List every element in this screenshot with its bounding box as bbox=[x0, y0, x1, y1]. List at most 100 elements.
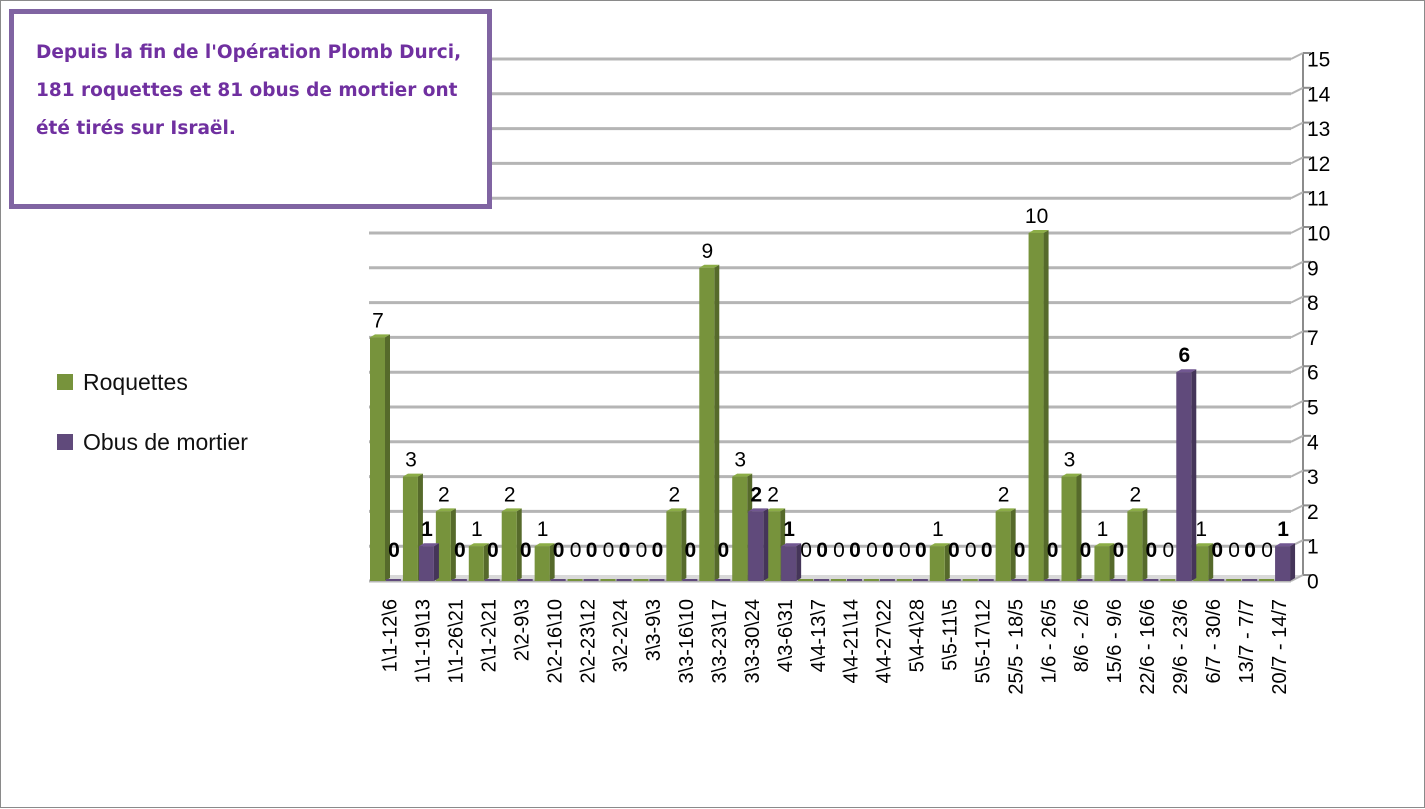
bar-side bbox=[450, 508, 456, 581]
bar-top bbox=[1275, 543, 1296, 547]
bars bbox=[370, 230, 1296, 581]
bar-roquettes-26 bbox=[1193, 546, 1209, 581]
bar-obus-2 bbox=[418, 546, 434, 581]
gridline-depth bbox=[1290, 52, 1304, 60]
bar-side bbox=[1142, 508, 1148, 581]
y-tick-label: 10 bbox=[1307, 223, 1330, 246]
bar-obus-17 bbox=[912, 579, 928, 581]
bar-top bbox=[1028, 230, 1049, 233]
data-label: 0 bbox=[1047, 539, 1059, 562]
x-tick-label: 15/6 - 9/6 bbox=[1104, 599, 1126, 684]
x-tick-label: 6/7 - 30/6 bbox=[1203, 599, 1225, 684]
legend-swatch-obus bbox=[57, 434, 73, 450]
bar-roquettes-25 bbox=[1160, 579, 1176, 581]
data-label: 0 bbox=[636, 539, 648, 562]
data-label: 1 bbox=[1277, 518, 1289, 541]
bar-top bbox=[435, 508, 456, 512]
data-label: 1 bbox=[471, 518, 483, 541]
bar-roquettes-28 bbox=[1259, 579, 1275, 581]
gridline-depth bbox=[1290, 191, 1304, 200]
x-tick-label: 4\4-27\22 bbox=[874, 599, 896, 684]
legend-label-obus: Obus de mortier bbox=[83, 429, 248, 455]
gridline-depth bbox=[1290, 156, 1304, 165]
data-label: 0 bbox=[717, 539, 729, 562]
annotation-text: Depuis la fin de l'Opération Plomb Durci… bbox=[36, 42, 462, 139]
data-label: 0 bbox=[1244, 539, 1256, 562]
data-label: 0 bbox=[553, 539, 565, 562]
bar-side bbox=[1043, 230, 1049, 581]
bar-obus-26 bbox=[1209, 579, 1225, 581]
bar-top bbox=[666, 508, 687, 512]
data-label: 0 bbox=[899, 539, 911, 562]
x-tick-label: 3\3-30\24 bbox=[742, 599, 764, 684]
data-label: 1 bbox=[783, 518, 795, 541]
x-tick-label: 8/6 - 2/6 bbox=[1071, 599, 1093, 672]
bar-obus-20 bbox=[1011, 579, 1027, 581]
bar-top bbox=[501, 508, 522, 512]
data-label: 0 bbox=[619, 539, 631, 562]
bar-side bbox=[1191, 369, 1197, 581]
legend-label-roquettes: Roquettes bbox=[83, 369, 188, 395]
bar-side bbox=[1010, 508, 1016, 581]
y-tick-label: 1 bbox=[1307, 536, 1319, 559]
bar-top bbox=[765, 508, 786, 512]
y-tick-label: 12 bbox=[1307, 153, 1330, 176]
bar-side bbox=[1208, 543, 1214, 581]
data-label: 0 bbox=[1228, 539, 1240, 562]
gridline-depth bbox=[1290, 330, 1304, 339]
bar-roquettes-17 bbox=[896, 579, 912, 581]
data-label: 0 bbox=[685, 539, 697, 562]
x-tick-label: 25/5 - 18/5 bbox=[1005, 599, 1027, 695]
data-label: 0 bbox=[1080, 539, 1092, 562]
data-label: 0 bbox=[570, 539, 582, 562]
data-label: 3 bbox=[1064, 449, 1076, 472]
data-label: 0 bbox=[981, 539, 993, 562]
x-tick-label: 3\2-2\24 bbox=[610, 599, 632, 672]
legend-swatch-roquettes bbox=[57, 374, 73, 390]
data-label: 1 bbox=[421, 518, 433, 541]
bar-roquettes-1 bbox=[370, 337, 385, 581]
data-label: 0 bbox=[965, 539, 977, 562]
bar-side bbox=[1109, 543, 1115, 581]
data-label: 0 bbox=[1261, 539, 1273, 562]
data-label: 0 bbox=[1162, 539, 1174, 562]
bar-side bbox=[483, 543, 489, 581]
data-label: 6 bbox=[1178, 344, 1190, 367]
bar-side bbox=[1076, 473, 1082, 581]
data-label: 2 bbox=[669, 483, 681, 506]
bar-obus-25 bbox=[1176, 372, 1192, 581]
bar-obus-21 bbox=[1044, 579, 1060, 581]
bar-roquettes-15 bbox=[831, 579, 846, 581]
data-label: 0 bbox=[520, 539, 532, 562]
data-label: 0 bbox=[388, 539, 400, 562]
data-label: 0 bbox=[586, 539, 598, 562]
bar-roquettes-22 bbox=[1061, 476, 1077, 581]
bar-side bbox=[433, 543, 439, 581]
data-label: 0 bbox=[1211, 539, 1223, 562]
gridline-depth bbox=[1290, 260, 1304, 269]
bar-top bbox=[402, 473, 423, 477]
gridlines bbox=[369, 52, 1311, 583]
bar-roquettes-19 bbox=[962, 579, 978, 581]
y-tick-label: 5 bbox=[1307, 397, 1319, 420]
bar-roquettes-21 bbox=[1028, 233, 1044, 581]
bar-side bbox=[1290, 543, 1296, 581]
bar-obus-9 bbox=[649, 579, 665, 581]
bar-roquettes-24 bbox=[1127, 511, 1143, 581]
bar-obus-19 bbox=[978, 579, 994, 581]
x-tick-label: 29/6 - 23/6 bbox=[1170, 599, 1192, 695]
bar-top bbox=[370, 334, 390, 338]
bar-obus-3 bbox=[451, 579, 467, 581]
bar-obus-18 bbox=[945, 579, 961, 581]
x-tick-label: 3\3-16\10 bbox=[676, 599, 698, 684]
bar-top bbox=[732, 473, 753, 477]
bar-side bbox=[516, 508, 522, 581]
bar-roquettes-10 bbox=[666, 511, 682, 581]
bar-top bbox=[1193, 543, 1214, 547]
bar-roquettes-9 bbox=[633, 579, 649, 581]
bar-top bbox=[995, 508, 1016, 512]
bar-obus-7 bbox=[583, 579, 599, 581]
bar-top bbox=[781, 543, 802, 547]
y-tick-label: 6 bbox=[1307, 362, 1319, 385]
